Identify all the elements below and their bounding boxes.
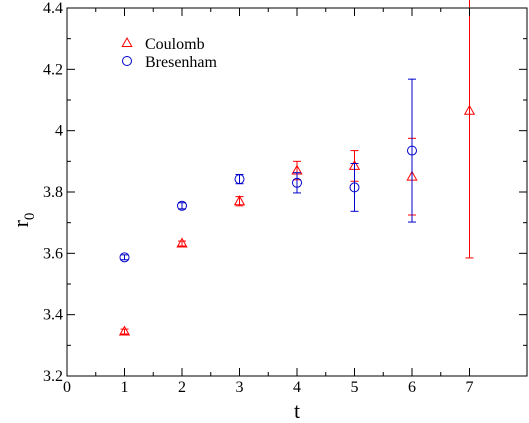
x-tick-label: 0 xyxy=(63,379,71,396)
coulomb-point xyxy=(176,237,188,248)
svg-text:r0: r0 xyxy=(8,213,38,228)
legend-bresenham-marker xyxy=(122,56,132,66)
y-axis-title: r0 xyxy=(8,213,38,228)
y-tick-label: 3.2 xyxy=(43,368,63,385)
x-tick-label: 3 xyxy=(236,379,244,396)
bresenham-point xyxy=(234,174,245,185)
bresenham-point xyxy=(349,182,360,193)
x-tick-label: 4 xyxy=(293,379,301,396)
legend-coulomb-label: Coulomb xyxy=(145,36,205,53)
axes: 0 1 2 3 4 5 6 7 3.2 3.4 3.6 3.8 4 4.2 4.4 xyxy=(43,0,528,396)
y-tick-label: 4 xyxy=(55,123,63,140)
x-tick-label: 2 xyxy=(178,379,186,396)
bresenham-point xyxy=(407,145,417,156)
y-axis-title-main: r xyxy=(8,219,33,227)
x-tick-label: 5 xyxy=(351,379,359,396)
y-tick-label: 3.4 xyxy=(43,307,63,324)
x-tick-label: 7 xyxy=(466,379,474,396)
x-axis-title: t xyxy=(294,398,300,423)
legend-coulomb-marker xyxy=(121,36,133,47)
bresenham-point xyxy=(119,252,130,263)
y-tick-label: 4.4 xyxy=(43,0,63,17)
coulomb-point xyxy=(463,104,476,115)
y-tick-label: 4.2 xyxy=(43,61,63,78)
coulomb-point xyxy=(118,325,131,336)
x-tick-label: 1 xyxy=(121,379,129,396)
legend-bresenham-label: Bresenham xyxy=(145,54,218,71)
bresenham-point xyxy=(292,177,302,188)
y-tick-label: 3.8 xyxy=(43,184,63,201)
coulomb-point xyxy=(233,195,246,206)
y-tick-label: 3.6 xyxy=(43,245,63,262)
y-axis-title-subscript: 0 xyxy=(22,213,38,221)
bresenham-point xyxy=(177,200,187,211)
x-tick-label: 6 xyxy=(408,379,416,396)
